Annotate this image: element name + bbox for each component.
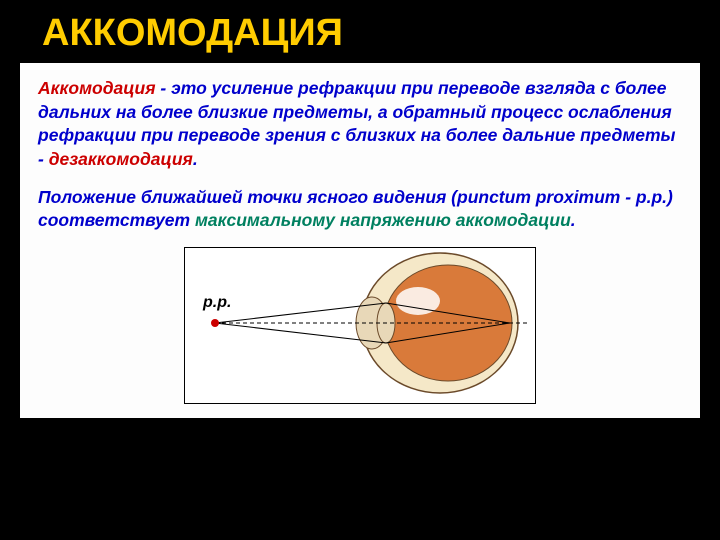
term-disaccommodation: дезаккомодация bbox=[49, 149, 193, 169]
punctum-proximum-label: p.p. bbox=[203, 294, 231, 312]
eye-svg bbox=[185, 248, 535, 398]
term-max-tension: максимальному напряжению аккомодации bbox=[195, 210, 571, 230]
punctum-paragraph: Положение ближайшей точки ясного видения… bbox=[38, 186, 682, 233]
slide-title: АККОМОДАЦИЯ bbox=[0, 0, 720, 63]
punctum-text-2: . bbox=[571, 210, 576, 230]
diagram-container: p.p. bbox=[38, 247, 682, 404]
def-text-2: . bbox=[193, 149, 198, 169]
term-accommodation: Аккомодация bbox=[38, 78, 156, 98]
content-panel: Аккомодация - это усиление рефракции при… bbox=[20, 63, 700, 418]
eye-diagram: p.p. bbox=[184, 247, 536, 404]
definition-paragraph: Аккомодация - это усиление рефракции при… bbox=[38, 77, 682, 172]
